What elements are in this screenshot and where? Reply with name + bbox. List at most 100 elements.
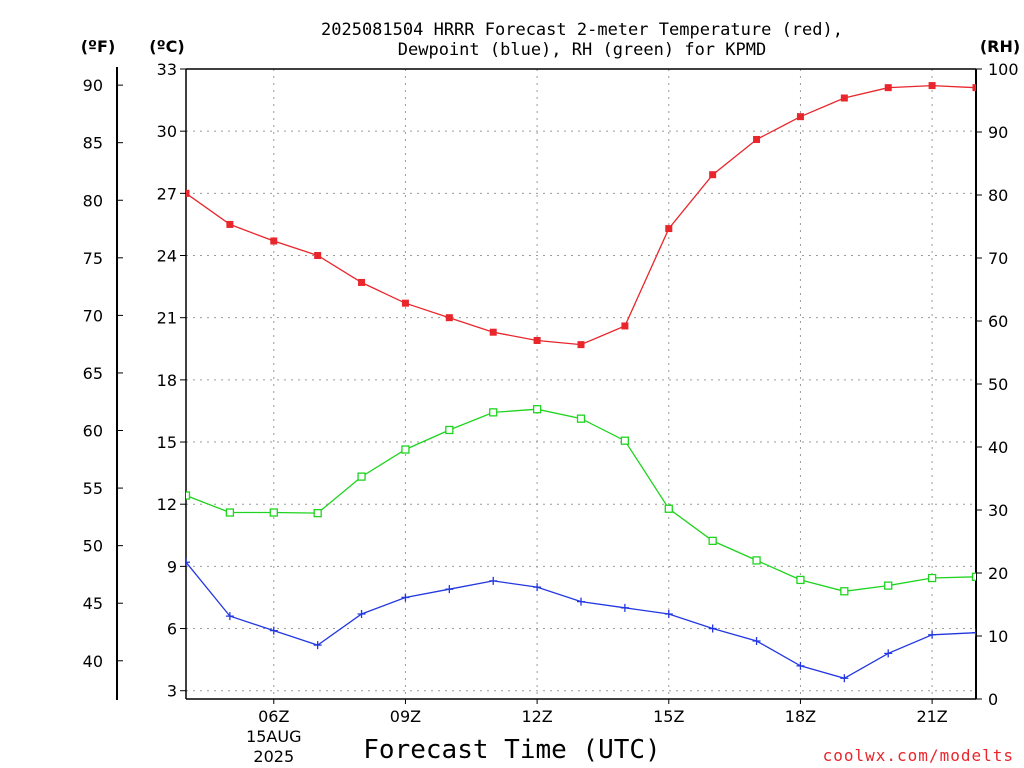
rh-unit-label: (RH) bbox=[980, 37, 1020, 56]
chart-title-line-2: Dewpoint (blue), RH (green) for KPMD bbox=[398, 40, 766, 60]
x-tick-label: 18Z bbox=[785, 707, 816, 726]
x-axis-title: Forecast Time (UTC) bbox=[363, 735, 660, 765]
data-point-dewpoint bbox=[752, 636, 761, 645]
x-tick-label: 21Z bbox=[916, 707, 947, 726]
data-point-rh bbox=[225, 508, 235, 517]
series-line-rh bbox=[186, 408, 976, 592]
data-point-dewpoint bbox=[840, 674, 849, 683]
rh-tick-label: 20 bbox=[988, 564, 1008, 583]
data-point-dewpoint bbox=[313, 641, 322, 650]
data-point-rh bbox=[313, 508, 322, 518]
rh-tick-label: 100 bbox=[988, 60, 1019, 79]
rh-tick-label: 30 bbox=[988, 501, 1008, 520]
data-point-temperature bbox=[445, 314, 453, 322]
rh-tick-label: 40 bbox=[988, 438, 1008, 457]
axes bbox=[116, 67, 982, 704]
data-point-temperature bbox=[226, 220, 234, 228]
celsius-tick-label: 9 bbox=[167, 557, 177, 576]
celsius-unit-label: (ºC) bbox=[149, 37, 184, 56]
grid-lines bbox=[186, 69, 976, 699]
celsius-tick-label: 12 bbox=[157, 495, 177, 514]
tick-labels: 3 6 9 12 15 18 21 24 27 30 33 40 45 50 55 60 65 70 75 80 85 9… bbox=[83, 60, 1019, 766]
fahrenheit-unit-label: (ºF) bbox=[81, 37, 116, 56]
credit-text: coolwx.com/modelts bbox=[823, 746, 1014, 765]
data-point-temperature bbox=[533, 336, 541, 344]
rh-tick-label: 0 bbox=[988, 690, 998, 709]
series-layer bbox=[186, 82, 976, 683]
data-point-rh bbox=[445, 425, 454, 435]
celsius-tick-label: 27 bbox=[157, 184, 177, 203]
data-point-dewpoint bbox=[972, 628, 976, 637]
fahrenheit-tick-label: 80 bbox=[83, 191, 103, 210]
data-point-dewpoint bbox=[620, 603, 629, 612]
data-point-temperature bbox=[928, 82, 936, 90]
celsius-tick-label: 33 bbox=[157, 60, 177, 79]
series-line-dewpoint bbox=[186, 561, 976, 679]
data-point-rh bbox=[620, 436, 630, 445]
data-point-dewpoint bbox=[489, 576, 498, 585]
data-point-temperature bbox=[270, 237, 278, 245]
data-point-temperature bbox=[709, 171, 717, 179]
series-dewpoint bbox=[186, 558, 976, 683]
x-tick-label: 15Z bbox=[653, 707, 684, 726]
data-point-temperature bbox=[840, 94, 848, 102]
x-date-label: 15AUG bbox=[246, 727, 301, 746]
fahrenheit-tick-label: 85 bbox=[83, 134, 103, 153]
x-year-label: 2025 bbox=[253, 747, 294, 766]
data-point-rh bbox=[357, 472, 366, 481]
series-line-temperature bbox=[186, 84, 976, 346]
rh-tick-label: 90 bbox=[988, 123, 1008, 142]
celsius-tick-label: 3 bbox=[167, 682, 177, 701]
x-tick-label: 12Z bbox=[521, 707, 552, 726]
data-point-dewpoint bbox=[796, 661, 805, 670]
x-tick-label: 06Z bbox=[258, 707, 289, 726]
data-point-dewpoint bbox=[664, 610, 673, 619]
data-point-dewpoint bbox=[445, 585, 454, 594]
celsius-tick-label: 18 bbox=[157, 371, 177, 390]
data-point-rh bbox=[489, 408, 498, 417]
data-point-dewpoint bbox=[357, 610, 366, 619]
data-point-dewpoint bbox=[401, 593, 410, 602]
data-point-temperature bbox=[401, 299, 409, 307]
data-point-temperature bbox=[358, 278, 366, 286]
celsius-tick-label: 6 bbox=[167, 620, 177, 639]
rh-tick-label: 80 bbox=[988, 186, 1008, 205]
rh-tick-label: 50 bbox=[988, 375, 1008, 394]
data-point-rh bbox=[401, 445, 410, 454]
data-point-rh bbox=[708, 536, 717, 546]
celsius-tick-label: 30 bbox=[157, 122, 177, 141]
data-point-temperature bbox=[884, 84, 892, 92]
data-point-rh bbox=[532, 405, 542, 414]
fahrenheit-tick-label: 55 bbox=[83, 479, 103, 498]
fahrenheit-tick-label: 45 bbox=[83, 594, 103, 613]
celsius-tick-label: 24 bbox=[157, 247, 177, 266]
fahrenheit-tick-label: 60 bbox=[83, 422, 103, 441]
data-point-rh bbox=[186, 491, 191, 500]
data-point-dewpoint bbox=[708, 624, 717, 633]
series-temperature bbox=[186, 82, 976, 349]
data-point-rh bbox=[927, 573, 937, 583]
data-point-rh bbox=[796, 575, 805, 585]
data-point-temperature bbox=[186, 189, 190, 197]
fahrenheit-tick-label: 40 bbox=[83, 652, 103, 671]
data-point-rh bbox=[840, 587, 849, 596]
data-point-rh bbox=[664, 504, 673, 513]
data-point-dewpoint bbox=[577, 597, 585, 606]
fahrenheit-tick-label: 70 bbox=[83, 306, 103, 325]
series-rh bbox=[186, 405, 976, 596]
celsius-tick-label: 21 bbox=[157, 309, 177, 328]
data-point-rh bbox=[884, 581, 893, 590]
data-point-rh bbox=[269, 508, 278, 517]
data-point-temperature bbox=[577, 341, 585, 349]
data-point-rh bbox=[576, 414, 586, 423]
data-point-temperature bbox=[972, 84, 976, 92]
data-point-dewpoint bbox=[533, 583, 542, 592]
data-point-dewpoint bbox=[269, 626, 278, 635]
data-point-temperature bbox=[489, 328, 497, 336]
data-point-temperature bbox=[665, 225, 673, 233]
data-point-dewpoint bbox=[186, 558, 190, 567]
data-point-temperature bbox=[753, 135, 761, 143]
rh-tick-label: 10 bbox=[988, 627, 1008, 646]
data-point-dewpoint bbox=[884, 649, 893, 658]
